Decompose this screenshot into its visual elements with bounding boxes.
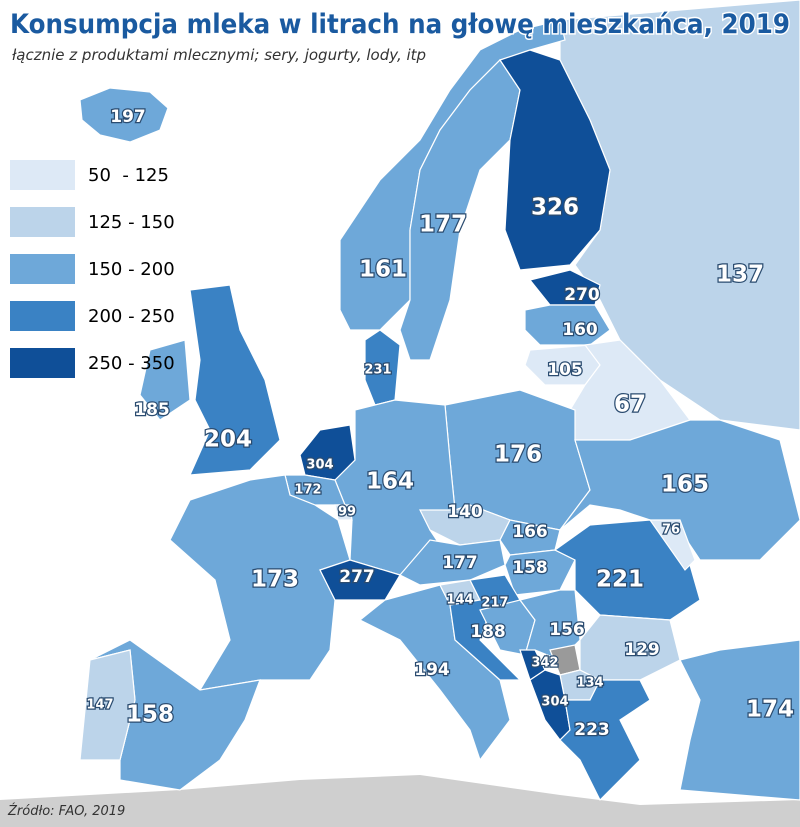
value-label: 129 [624, 640, 660, 660]
region [528, 269, 601, 306]
value-label: 67 [614, 392, 646, 418]
region [79, 87, 169, 143]
region [139, 339, 191, 421]
region [399, 539, 506, 586]
value-label: 221 [596, 567, 644, 593]
value-label: 326 [531, 195, 579, 221]
region [449, 574, 522, 681]
legend: 50 - 125 125 - 150 150 - 200 200 - 250 2… [10, 160, 175, 378]
title: Konsumpcja mleka w litrach na głowę mies… [10, 9, 790, 40]
region [79, 649, 136, 761]
value-labels: 197 161 177 326 137 270 160 105 67 231 1… [85, 106, 795, 742]
region [499, 519, 561, 556]
value-label: 164 [366, 469, 414, 495]
legend-swatch [10, 160, 75, 190]
value-label: 134 [576, 676, 603, 691]
value-label: 137 [716, 262, 764, 288]
legend-label: 250 - 350 [88, 353, 175, 374]
value-label: 194 [414, 660, 450, 680]
legend-swatch [10, 207, 75, 237]
legend-swatch [10, 348, 75, 378]
value-label: 177 [442, 553, 478, 573]
value-label: 156 [549, 620, 585, 640]
value-label: 144 [446, 593, 473, 608]
value-label: 158 [512, 558, 548, 578]
value-label: 270 [564, 285, 600, 305]
region [559, 419, 800, 561]
value-label: 99 [338, 505, 356, 520]
legend-label: 200 - 250 [88, 306, 175, 327]
value-label: 204 [204, 427, 252, 453]
value-label: 158 [126, 702, 174, 728]
region [553, 519, 701, 621]
region [679, 639, 800, 801]
value-label: 105 [547, 360, 583, 380]
value-label: 304 [306, 458, 333, 473]
value-label: 147 [86, 698, 113, 713]
value-label: 223 [574, 720, 610, 740]
value-label: 76 [662, 523, 680, 538]
value-label: 176 [494, 442, 542, 468]
value-label: 173 [251, 567, 299, 593]
legend-swatch [10, 254, 75, 284]
value-label: 177 [419, 212, 467, 238]
value-label: 304 [541, 695, 568, 710]
value-label: 188 [470, 622, 506, 642]
value-label: 217 [481, 596, 508, 611]
region [579, 614, 681, 681]
region [189, 284, 281, 476]
region [334, 504, 353, 521]
source: Źródło: FAO, 2019 [7, 803, 125, 819]
value-label: 185 [134, 400, 170, 420]
value-label: 165 [661, 472, 709, 498]
value-label: 174 [746, 697, 794, 723]
legend-label: 50 - 125 [88, 165, 169, 186]
africa [0, 775, 800, 827]
region [319, 559, 401, 601]
region [524, 304, 611, 346]
legend-swatch [10, 301, 75, 331]
value-label: 140 [447, 502, 483, 522]
region [648, 519, 696, 571]
legend-label: 150 - 200 [88, 259, 175, 280]
value-label: 342 [531, 656, 558, 671]
region [499, 49, 611, 271]
value-label: 161 [359, 257, 407, 283]
value-label: 197 [110, 107, 146, 127]
subtitle: łącznie z produktami mlecznymi; sery, jo… [12, 46, 426, 64]
value-label: 231 [364, 363, 391, 378]
value-label: 172 [294, 483, 321, 498]
value-label: 277 [339, 567, 375, 587]
value-label: 166 [512, 522, 548, 542]
legend-label: 125 - 150 [88, 212, 175, 233]
regions [79, 0, 800, 802]
value-label: 160 [562, 320, 598, 340]
region [559, 679, 651, 802]
